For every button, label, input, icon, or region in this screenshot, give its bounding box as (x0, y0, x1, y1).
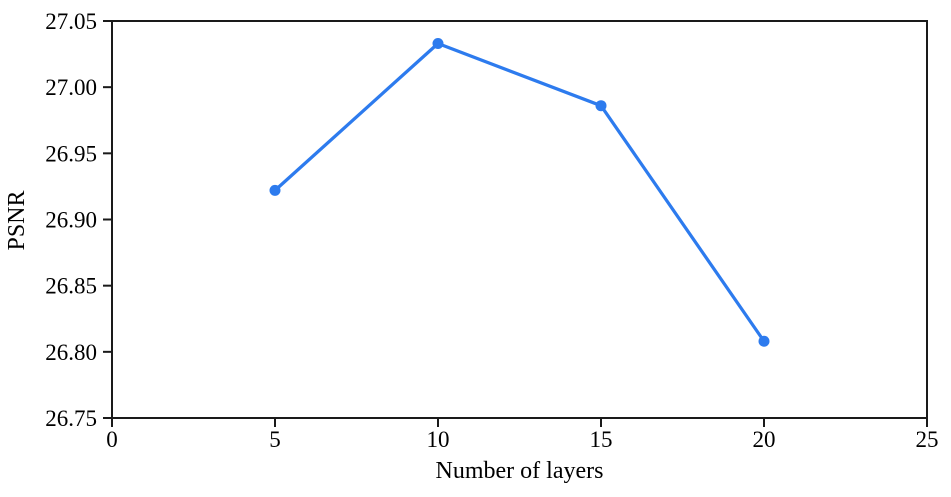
x-tick-label: 25 (916, 427, 939, 452)
x-tick-label: 15 (590, 427, 613, 452)
x-tick-label: 10 (427, 427, 450, 452)
y-tick-label: 27.00 (45, 75, 97, 100)
x-axis-label: Number of layers (436, 458, 604, 484)
x-tick-label: 20 (753, 427, 776, 452)
y-tick-label: 26.95 (45, 141, 97, 166)
y-tick-label: 26.75 (45, 406, 97, 431)
y-tick-label: 26.90 (45, 208, 97, 233)
x-tick-label: 0 (106, 427, 118, 452)
y-tick-label: 26.85 (45, 274, 97, 299)
data-point-marker (758, 335, 770, 347)
y-tick-label: 26.80 (45, 340, 97, 365)
x-tick-label: 5 (269, 427, 281, 452)
y-axis-label: PSNR (4, 190, 30, 250)
data-point-marker (432, 37, 444, 49)
plot-frame (111, 20, 928, 419)
psnr-series-line (273, 41, 766, 343)
data-point-marker (269, 184, 281, 196)
data-point-marker (595, 100, 607, 112)
y-tick-label: 27.05 (45, 9, 97, 34)
